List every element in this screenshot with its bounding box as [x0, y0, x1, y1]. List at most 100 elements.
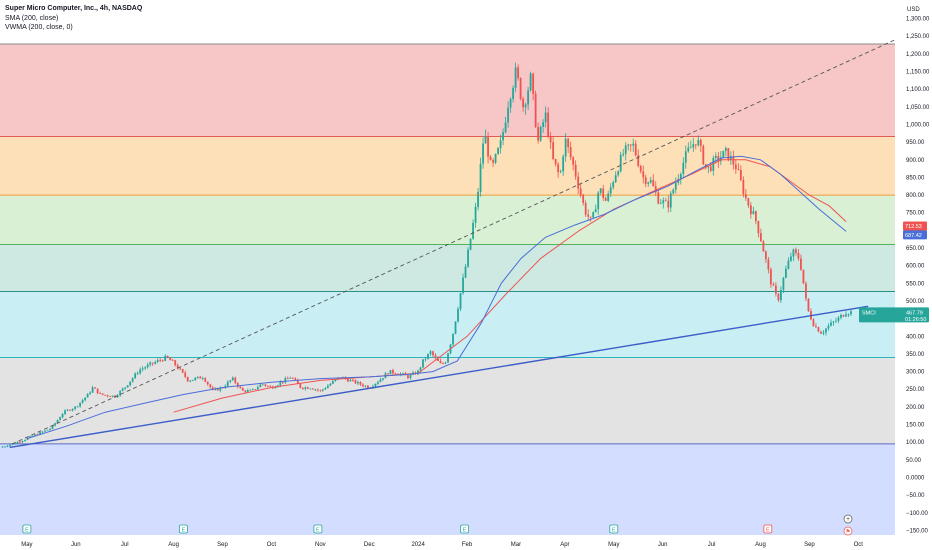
candle-body — [584, 203, 587, 215]
vwma-indicator-label[interactable]: VWMA (200, close, 0) — [5, 24, 73, 31]
candle-body — [329, 383, 332, 386]
candle-body — [619, 154, 622, 172]
candle-body — [221, 387, 224, 389]
candle-body — [64, 410, 66, 414]
candle-body — [286, 378, 289, 380]
candle-body — [261, 384, 264, 386]
candle-body — [244, 390, 247, 393]
candle-body — [489, 156, 492, 161]
candle-body — [552, 142, 555, 159]
candle-body — [14, 443, 16, 445]
candle-body — [434, 355, 437, 358]
time-tick-label: Sep — [804, 542, 815, 548]
time-tick-label: Mar — [511, 542, 521, 548]
candle-body — [519, 78, 522, 99]
candle-body — [714, 155, 717, 158]
price-tick-label: 300.00 — [906, 370, 925, 376]
candle-body — [234, 377, 237, 383]
candle-body — [767, 259, 770, 270]
candle-body — [447, 353, 449, 363]
candle-body — [762, 241, 765, 252]
candle-body — [164, 355, 167, 361]
candle-body — [189, 380, 192, 382]
candle-body — [512, 87, 514, 99]
candle-body — [742, 179, 745, 195]
time-tick-label: Nov — [315, 542, 326, 548]
candle-body — [417, 370, 419, 375]
candle-body — [424, 358, 427, 360]
candle-body — [732, 156, 735, 165]
price-tick-label: 150.00 — [906, 423, 925, 429]
earnings-event-icon — [179, 524, 188, 534]
candle-body — [499, 140, 502, 149]
sma-indicator-label[interactable]: SMA (200, close) — [5, 14, 59, 22]
candle-body — [194, 377, 197, 380]
time-axis[interactable]: May Jun Jul Aug Sep Oct Nov Dec 2024 Feb Mar Apr May… — [0, 535, 895, 550]
candle-body — [672, 189, 675, 194]
candle-body — [527, 90, 530, 105]
candle-body — [787, 260, 790, 269]
candle-body — [592, 212, 595, 218]
candle-body — [321, 389, 324, 391]
candle-body — [309, 388, 312, 390]
price-tick-label: 200.00 — [906, 405, 925, 411]
candle-body — [9, 444, 11, 447]
fib-band — [0, 244, 895, 292]
candle-body — [211, 387, 214, 390]
candle-body — [674, 182, 677, 190]
candle-body — [331, 380, 334, 384]
candle-body — [299, 383, 302, 388]
candle-body — [482, 143, 484, 164]
symbol-title[interactable]: Super Micro Computer, Inc., 4h, NASDAQ — [5, 5, 143, 12]
candle-body — [389, 370, 392, 375]
candle-body — [169, 357, 172, 361]
candle-body — [334, 379, 337, 381]
candle-body — [634, 143, 637, 156]
candle-body — [454, 321, 457, 334]
candle-body — [599, 188, 602, 193]
time-tick-label: Jun — [658, 542, 668, 548]
candle-body — [101, 393, 104, 395]
candle-body — [667, 200, 670, 208]
candle-body — [134, 373, 137, 379]
price-axis[interactable]: USD 1,300.00 1,250.00 1,200.00 1,150.00 1,100… — [895, 0, 932, 550]
add-event-button[interactable] — [843, 514, 853, 524]
sma-last-value: 712.53 — [905, 224, 922, 230]
price-tick-label: 1,050.00 — [906, 105, 930, 111]
candle-body — [629, 144, 632, 146]
candle-body — [777, 293, 780, 301]
earnings-event-icon — [763, 524, 773, 534]
candle-body — [544, 112, 547, 123]
candle-body — [502, 132, 504, 141]
candle-body — [627, 144, 630, 146]
candle-body — [59, 417, 61, 421]
fib-band — [0, 291, 895, 358]
candle-body — [377, 382, 379, 384]
candle-body — [484, 136, 487, 144]
candle-body — [764, 251, 767, 260]
price-tick-label: −150.00 — [906, 528, 929, 534]
candle-body — [644, 177, 647, 184]
candle-body — [557, 164, 560, 173]
candle-body — [241, 387, 244, 391]
time-tick-label: Aug — [168, 542, 179, 548]
candle-body — [464, 266, 467, 278]
candle-body — [154, 362, 157, 364]
candle-body — [81, 400, 84, 403]
candle-body — [21, 441, 24, 443]
candle-body — [306, 387, 309, 389]
candle-body — [837, 317, 840, 321]
price-tick-label: 750.00 — [906, 211, 925, 217]
candle-body — [204, 378, 207, 382]
candle-body — [24, 439, 26, 442]
add-event-glyph: + — [846, 516, 850, 523]
candle-body — [394, 373, 397, 375]
candle-body — [749, 205, 752, 215]
candle-body — [156, 360, 159, 363]
candle-body — [236, 382, 239, 387]
candle-body — [682, 162, 685, 174]
candle-body — [797, 252, 800, 259]
candle-body — [407, 375, 409, 379]
candle-body — [517, 67, 519, 79]
